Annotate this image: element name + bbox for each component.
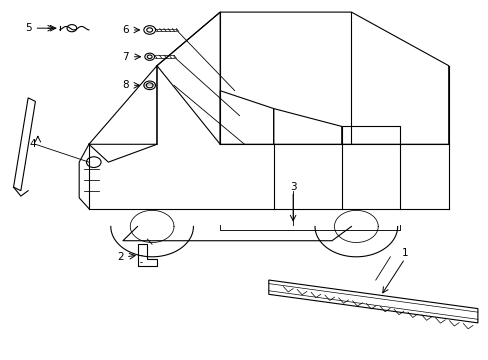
Text: 2: 2 [117,252,123,262]
Text: 5: 5 [25,23,31,33]
Text: 8: 8 [122,80,128,90]
Text: 6: 6 [122,25,128,35]
Text: 4: 4 [30,139,36,149]
Text: 1: 1 [401,248,407,258]
Text: 3: 3 [289,182,296,192]
Text: 7: 7 [122,52,128,62]
